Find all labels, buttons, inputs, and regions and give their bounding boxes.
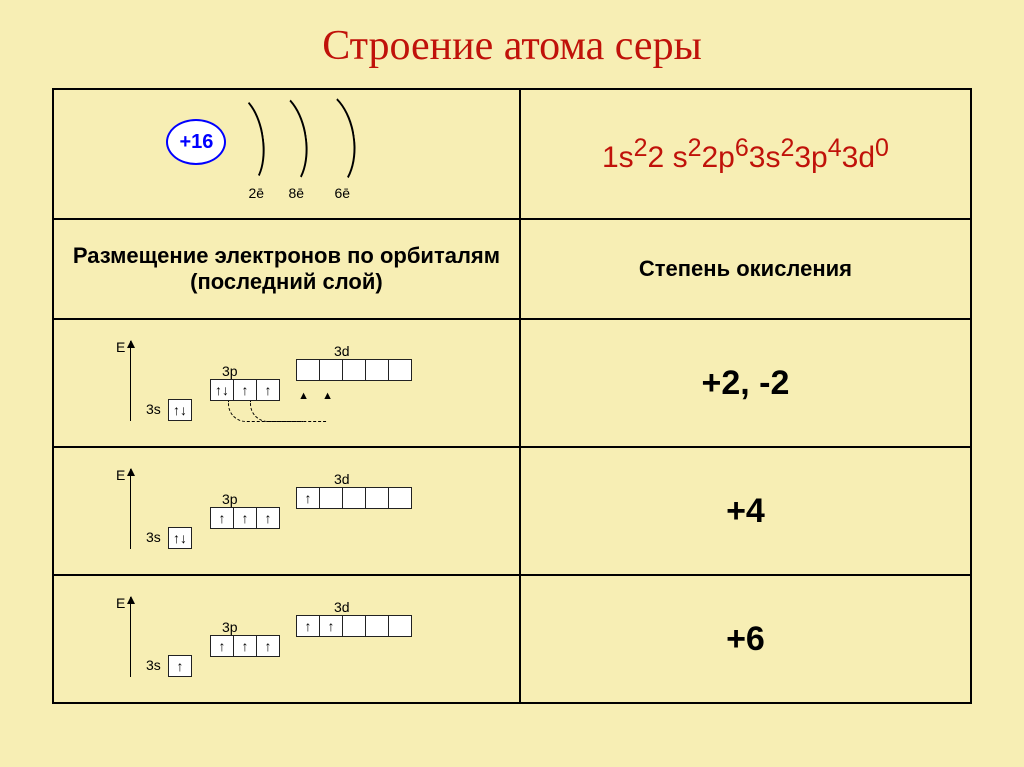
orbital-row-p: ↑↑↑ [210, 507, 280, 529]
energy-axis [130, 597, 131, 677]
orbital-box: ↑ [233, 635, 257, 657]
orbital-box [319, 359, 343, 381]
econfig-cell: 1s22 s22p63s23p43d0 [520, 89, 971, 219]
orbital-box: ↑ [233, 379, 257, 401]
energy-axis-label: E [116, 339, 125, 355]
orbital-box [342, 359, 366, 381]
page-title: Строение атома серы [0, 0, 1024, 88]
orbital-box: ↑ [233, 507, 257, 529]
energy-axis [130, 341, 131, 421]
subshell-label-d: 3d [334, 599, 350, 615]
subshell-label-s: 3s [146, 401, 161, 417]
promotion-arrow [250, 401, 327, 422]
orbital-box [388, 359, 412, 381]
table-row: Размещение электронов по орбиталям (посл… [53, 219, 971, 319]
orbital-row-s: ↑↓ [168, 399, 192, 421]
orbital-box [342, 487, 366, 509]
table-row: E3s↑3p↑↑↑3d↑↑+6 [53, 575, 971, 703]
orbital-box: ↑ [210, 635, 234, 657]
subshell-label-p: 3p [222, 491, 238, 507]
shell-electron-count: 2ē [248, 185, 264, 201]
oxidation-cell: +2, -2 [520, 319, 971, 447]
column-header-left: Размещение электронов по орбиталям (посл… [53, 219, 520, 319]
orbital-row-p: ↑↓↑↑ [210, 379, 280, 401]
orbital-row-s: ↑ [168, 655, 192, 677]
orbital-cell: E3s↑↓3p↑↑↑3d↑ [53, 447, 520, 575]
subshell-label-p: 3p [222, 363, 238, 379]
shell-electron-count: 6ē [334, 185, 350, 201]
oxidation-state: +4 [525, 492, 966, 531]
atom-diagram: +16 2ē 8ē 6ē [156, 99, 416, 209]
table-row: +16 2ē 8ē 6ē 1s22 s22p63s23p43d0 [53, 89, 971, 219]
orbital-box: ↑ [296, 615, 320, 637]
subshell-label-s: 3s [146, 657, 161, 673]
table-row: E3s↑↓3p↑↑↑3d↑+4 [53, 447, 971, 575]
orbital-cell: E3s↑3p↑↑↑3d↑↑ [53, 575, 520, 703]
oxidation-state: +6 [525, 620, 966, 659]
orbital-box: ↑↓ [168, 399, 192, 421]
orbital-box: ↑↓ [168, 527, 192, 549]
energy-axis-label: E [116, 467, 125, 483]
orbital-row-s: ↑↓ [168, 527, 192, 549]
orbital-row-d: ↑↑ [296, 615, 412, 637]
slide: Строение атома серы +16 2ē 8ē 6ē 1s22 s2… [0, 0, 1024, 767]
orbital-box [296, 359, 320, 381]
column-header-right: Степень окисления [520, 219, 971, 319]
oxidation-state: +2, -2 [525, 364, 966, 403]
subshell-label-s: 3s [146, 529, 161, 545]
table-row: E3s↑↓3p↑↓↑↑3d+2, -2 [53, 319, 971, 447]
energy-axis-label: E [116, 595, 125, 611]
orbital-row-d [296, 359, 412, 381]
orbital-box: ↑ [210, 507, 234, 529]
orbital-box [388, 487, 412, 509]
orbital-box: ↑↓ [210, 379, 234, 401]
orbital-box: ↑ [168, 655, 192, 677]
oxidation-cell: +6 [520, 575, 971, 703]
orbital-diagram: E3s↑↓3p↑↓↑↑3d [98, 333, 478, 433]
orbital-row-d: ↑ [296, 487, 412, 509]
orbital-box [365, 487, 389, 509]
orbital-box: ↑ [319, 615, 343, 637]
orbital-box [365, 359, 389, 381]
orbital-cell: E3s↑↓3p↑↓↑↑3d [53, 319, 520, 447]
main-table: +16 2ē 8ē 6ē 1s22 s22p63s23p43d0 Размеще… [52, 88, 972, 704]
orbital-box [365, 615, 389, 637]
electron-configuration: 1s22 s22p63s23p43d0 [602, 141, 889, 174]
orbital-box [388, 615, 412, 637]
oxidation-cell: +4 [520, 447, 971, 575]
energy-axis [130, 469, 131, 549]
orbital-diagram: E3s↑3p↑↑↑3d↑↑ [98, 589, 478, 689]
orbital-box: ↑ [256, 379, 280, 401]
shell-electron-count: 8ē [288, 185, 304, 201]
subshell-label-d: 3d [334, 471, 350, 487]
subshell-label-p: 3p [222, 619, 238, 635]
orbital-box: ↑ [296, 487, 320, 509]
orbital-diagram: E3s↑↓3p↑↑↑3d↑ [98, 461, 478, 561]
orbital-row-p: ↑↑↑ [210, 635, 280, 657]
atom-cell: +16 2ē 8ē 6ē [53, 89, 520, 219]
orbital-box [319, 487, 343, 509]
orbital-box [342, 615, 366, 637]
orbital-box: ↑ [256, 507, 280, 529]
subshell-label-d: 3d [334, 343, 350, 359]
orbital-box: ↑ [256, 635, 280, 657]
